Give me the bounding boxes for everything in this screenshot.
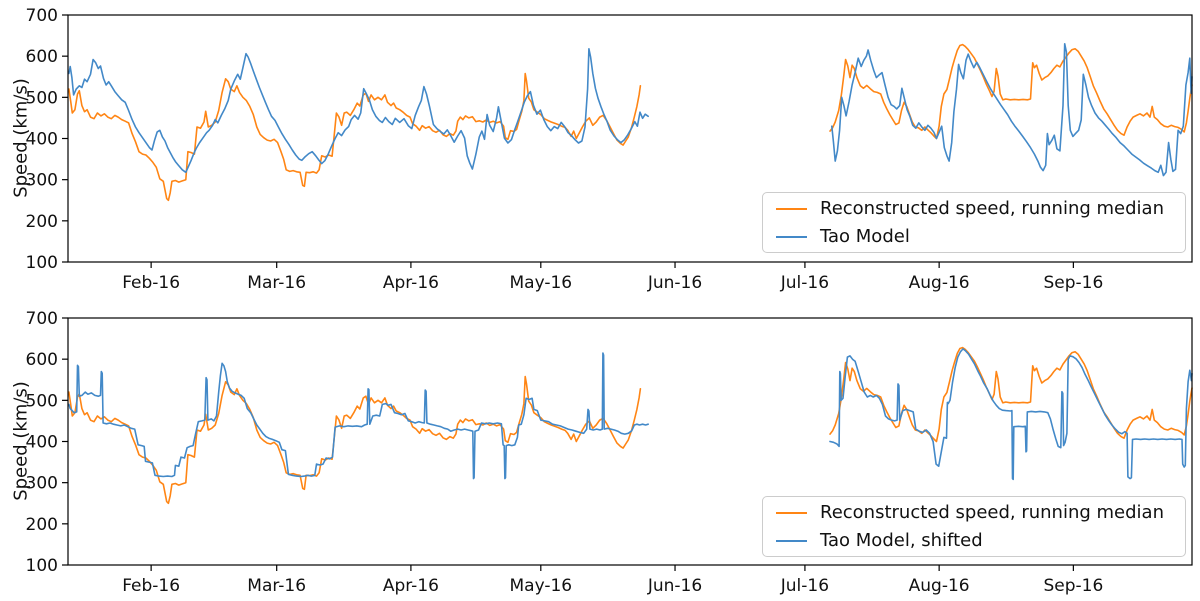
blue-line-swatch (776, 539, 807, 542)
legend-label: Tao Model, shifted (820, 530, 983, 551)
x-tick-label: Feb-16 (122, 273, 180, 293)
y-tick-label: 600 (26, 47, 58, 67)
legend-entry: Tao Model (763, 223, 1185, 251)
legend-entry: Reconstructed speed, running median (763, 195, 1185, 223)
x-tick-label: Aug-16 (909, 576, 970, 596)
y-tick-label: 400 (26, 130, 58, 150)
y-tick-label: 300 (26, 474, 58, 494)
y-axis-label-bottom: Speed (km/s) (10, 381, 32, 501)
series-line (829, 43, 1193, 140)
legend-bottom: Reconstructed speed, running median Tao … (762, 496, 1186, 557)
blue-line-swatch (776, 235, 807, 238)
x-tick-label: Apr-16 (383, 576, 439, 596)
y-tick-label: 300 (26, 171, 58, 191)
x-tick-label: May-16 (509, 273, 572, 293)
x-tick-label: Jun-16 (647, 273, 702, 293)
panel-bottom: 100 200 300 400 500 600 700 Feb-16 Mar-16 Apr-16 M… (26, 309, 1193, 596)
orange-line-swatch (776, 207, 807, 210)
x-tick-label: Sep-16 (1043, 576, 1103, 596)
x-tick-label: Jul-16 (780, 576, 829, 596)
x-tick-label: Sep-16 (1043, 273, 1103, 293)
series-line (68, 352, 650, 480)
y-tick-label: 700 (26, 309, 58, 329)
y-tick-label: 500 (26, 391, 58, 411)
orange-line-swatch (776, 511, 807, 514)
y-tick-label: 100 (26, 556, 58, 576)
x-tick-label: Mar-16 (247, 576, 306, 596)
x-tick-label: May-16 (509, 576, 572, 596)
y-tick-label: 100 (26, 253, 58, 273)
series-line (830, 42, 1193, 177)
legend-entry: Tao Model, shifted (763, 527, 1185, 555)
y-axis-label-top: Speed (km/s) (10, 78, 32, 198)
legend-label: Reconstructed speed, running median (820, 502, 1164, 523)
legend-label: Tao Model (820, 226, 910, 247)
legend-entry: Reconstructed speed, running median (763, 499, 1185, 527)
y-tick-label: 500 (26, 88, 58, 108)
y-tick-label: 200 (26, 515, 58, 535)
panel-top: 100 200 300 400 500 600 700 Feb-16 Mar-16 Apr-16 M… (26, 6, 1193, 293)
plot-border (67, 14, 1193, 263)
plot-border (67, 317, 1193, 566)
series-line (829, 348, 1193, 481)
x-tick-label: Feb-16 (122, 576, 180, 596)
x-tick-label: Mar-16 (247, 273, 306, 293)
y-tick-label: 600 (26, 350, 58, 370)
x-tick-label: Jun-16 (647, 576, 702, 596)
x-tick-label: Aug-16 (909, 273, 970, 293)
x-tick-label: Jul-16 (780, 273, 829, 293)
series-line (68, 47, 650, 174)
x-tick-label: Apr-16 (383, 273, 439, 293)
legend-top: Reconstructed speed, running median Tao … (762, 192, 1186, 253)
legend-label: Reconstructed speed, running median (820, 198, 1164, 219)
y-tick-label: 700 (26, 6, 58, 26)
y-tick-label: 400 (26, 433, 58, 453)
series-line (68, 72, 642, 202)
y-tick-label: 200 (26, 212, 58, 232)
series-line (68, 375, 642, 505)
series-line (829, 346, 1193, 443)
